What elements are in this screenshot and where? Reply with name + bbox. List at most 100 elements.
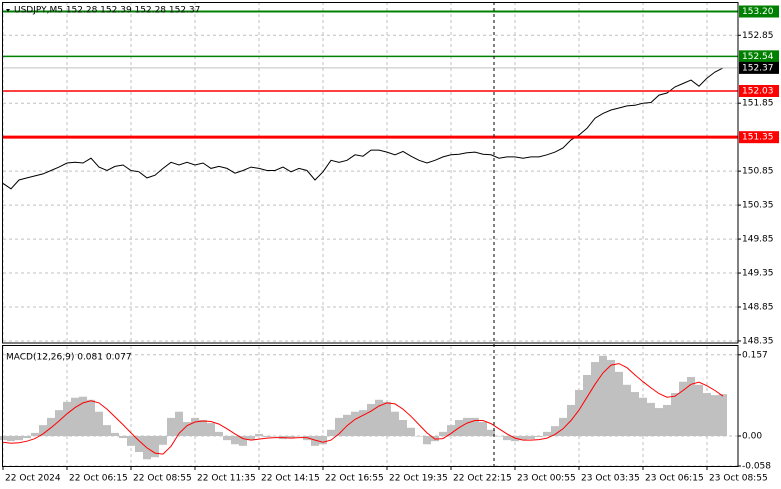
histogram-bar [63,401,71,436]
histogram-bar [351,411,359,436]
level-label-box [739,84,779,97]
histogram-bar [423,436,431,445]
histogram-bar [615,371,623,436]
histogram-bar [207,423,215,436]
y-tick-label: 0.00 [742,432,762,442]
histogram-bar [687,377,695,436]
histogram-bar [391,411,399,436]
level-label: 151.35 [742,133,774,143]
level-label-box [739,5,779,18]
histogram-bar [55,410,63,436]
y-tick-label: 150.35 [742,201,774,211]
level-label: 152.03 [742,86,774,96]
histogram-bar [623,384,631,436]
histogram-bar [231,436,239,445]
level-label-box [739,50,779,63]
histogram-bar [319,436,327,445]
histogram-bar [23,436,31,439]
histogram-bar [655,408,663,436]
x-tick-label: 22 Oct 11:35 [197,474,256,484]
histogram-bar [95,411,103,436]
histogram-bar [591,362,599,436]
symbol-marker [6,9,10,12]
y-tick-label: 148.85 [742,302,774,312]
histogram-bar [671,393,679,436]
histogram-bar [103,425,111,436]
histogram-bar [487,429,495,436]
histogram-bar [575,389,583,436]
histogram-bar [639,397,647,436]
histogram-bar [607,359,615,436]
histogram-bar [127,436,135,446]
x-tick-label: 23 Oct 06:15 [645,474,704,484]
histogram-bar [71,397,79,436]
histogram-bar [167,417,175,436]
histogram-bar [175,411,183,436]
y-tick-label: 0.157 [742,350,768,360]
macd-title: MACD(12,26,9) 0.081 0.077 [6,353,132,363]
histogram-bar [535,436,543,438]
y-tick-label: 149.85 [742,235,774,245]
histogram-bar [39,425,47,436]
histogram-bar [367,403,375,436]
histogram-bar [7,436,15,442]
histogram-bar [111,432,119,436]
histogram-bar [0,436,7,441]
y-tick-label: 149.35 [742,269,774,279]
signal-line [2,363,724,455]
y-tick-label: 152.85 [742,31,774,41]
histogram-bar [471,417,479,436]
histogram-bar [679,381,687,436]
histogram-bar [119,436,127,439]
histogram-bar [719,394,727,436]
x-tick-label: 22 Oct 08:55 [133,474,192,484]
histogram-bar [31,432,39,436]
level-label: 153.20 [742,7,774,17]
histogram-bar [703,393,711,436]
histogram-bar [327,429,335,436]
histogram-bar [223,436,231,441]
histogram-bar [215,431,223,436]
y-tick-label: -0.058 [742,462,771,472]
histogram-bar [159,436,167,445]
histogram-bar [503,436,511,441]
x-tick-label: 22 Oct 22:15 [453,474,512,484]
level-label: 152.54 [742,52,774,62]
x-tick-label: 22 Oct 14:15 [261,474,320,484]
histogram-bar [79,396,87,436]
x-tick-label: 23 Oct 08:55 [709,474,768,484]
histogram-bar [247,436,255,441]
histogram-bar [495,436,503,437]
histogram-bar [151,436,159,458]
histogram-bar [559,417,567,436]
histogram-bar [647,402,655,436]
x-tick-label: 23 Oct 03:35 [581,474,640,484]
x-tick-label: 22 Oct 19:35 [389,474,448,484]
histogram-bar [135,436,143,453]
macd-frame [2,345,739,467]
histogram-bar [255,433,263,436]
histogram-bar [199,419,207,436]
histogram-bar [447,425,455,436]
histogram-bar [543,431,551,436]
histogram-bar [415,436,423,437]
y-tick-label: 150.85 [742,167,774,177]
histogram-bar [191,417,199,436]
histogram-bar [695,384,703,436]
level-label-box [739,61,779,74]
histogram-bar [15,436,23,441]
histogram-bar [519,436,527,441]
histogram-bar [47,417,55,436]
histogram-bar [359,410,367,436]
histogram-bar [407,427,415,436]
level-label-box [739,131,779,144]
histogram-bar [583,374,591,436]
histogram-bar [383,401,391,436]
histogram-bar [271,436,279,437]
price-frame [2,2,739,344]
price-line [2,67,724,190]
y-tick-label: 151.85 [742,99,774,109]
histogram-bar [263,436,271,438]
histogram-bar [711,395,719,436]
